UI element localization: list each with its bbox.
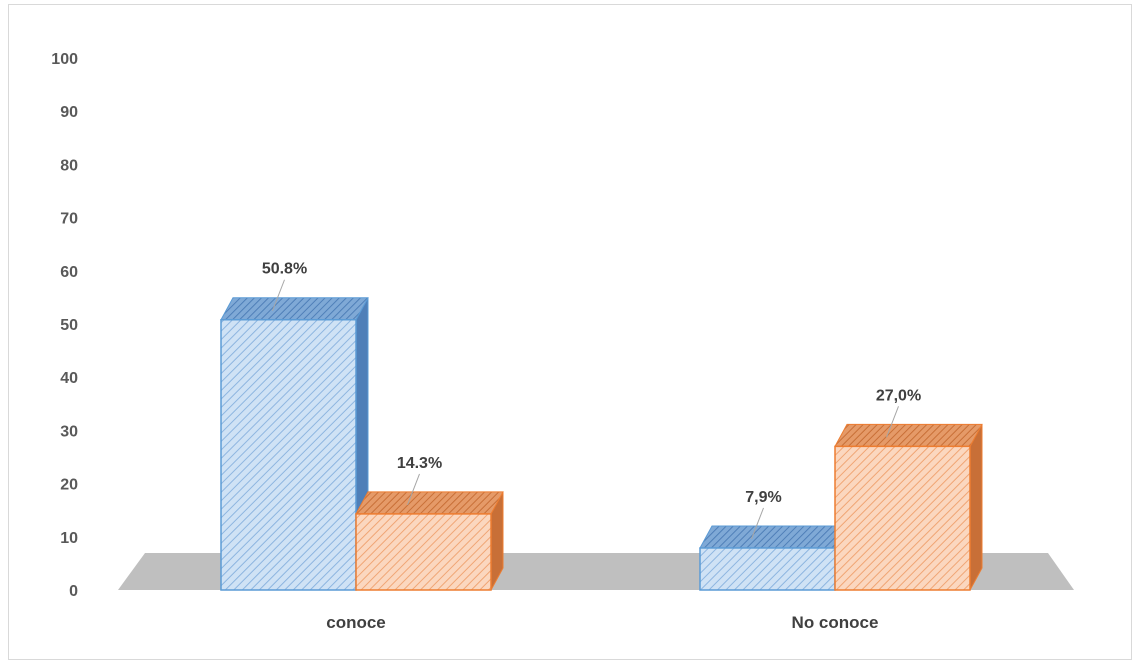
- x-category-label: No conoce: [792, 613, 879, 632]
- y-tick-label: 10: [60, 530, 78, 547]
- data-label-leader: [751, 507, 764, 540]
- bar-side-face: [969, 424, 983, 591]
- bar-top-face: [220, 297, 369, 321]
- bar: [220, 318, 357, 591]
- bar: [834, 445, 971, 591]
- bar: [355, 513, 492, 591]
- y-tick-label: 70: [60, 211, 78, 228]
- y-tick-label: 100: [51, 51, 78, 68]
- data-label: 50.8%: [262, 261, 307, 278]
- y-tick-label: 20: [60, 477, 78, 494]
- y-tick-label: 90: [60, 104, 78, 121]
- y-axis: 0 10 20 30 40 50 60 70 80 90 100: [51, 51, 78, 600]
- y-tick-label: 60: [60, 264, 78, 281]
- y-tick-label: 0: [69, 583, 78, 600]
- y-tick-label: 30: [60, 423, 78, 440]
- data-label-leader: [272, 279, 285, 311]
- y-tick-label: 80: [60, 157, 78, 174]
- x-category-label: conoce: [326, 613, 386, 632]
- bars: [220, 297, 983, 591]
- data-label-leader: [886, 406, 899, 438]
- data-label: 7,9%: [745, 489, 781, 506]
- data-label: 14.3%: [397, 455, 442, 472]
- data-labels: 50.8% 14.3% 7,9% 27,0%: [262, 261, 921, 540]
- bar-top-face: [699, 525, 848, 549]
- data-label-leader: [407, 473, 420, 506]
- x-axis: conoce No conoce: [326, 613, 878, 632]
- y-tick-label: 40: [60, 370, 78, 387]
- y-tick-label: 50: [60, 317, 78, 334]
- bar: [699, 547, 836, 591]
- bar-top-face: [355, 491, 504, 515]
- bar-top-face: [834, 423, 983, 447]
- data-label: 27,0%: [876, 387, 921, 404]
